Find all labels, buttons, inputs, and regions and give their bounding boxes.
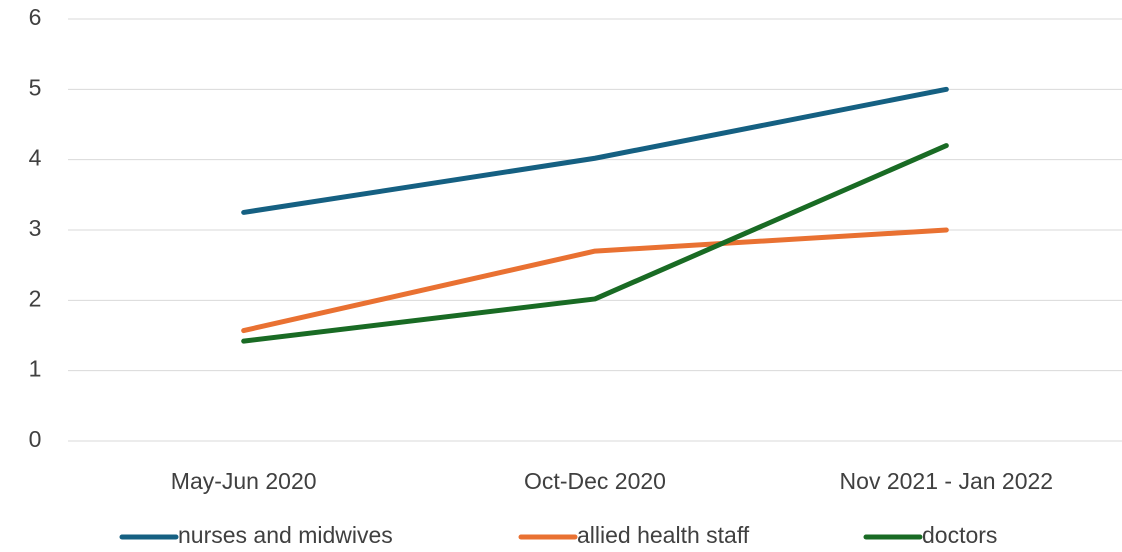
y-tick-label: 1 [29,356,42,382]
y-tick-label: 2 [29,285,42,311]
x-tick-label: Oct-Dec 2020 [524,468,666,494]
x-tick-label: Nov 2021 - Jan 2022 [840,468,1054,494]
series-line [241,143,949,344]
y-tick-label: 6 [29,4,42,30]
legend-label: nurses and midwives [178,522,393,548]
y-tick-label: 4 [29,145,42,171]
series-line [241,227,949,334]
legend-label: doctors [922,522,997,548]
x-tick-label: May-Jun 2020 [171,468,317,494]
y-tick-label: 5 [29,74,42,100]
legend-label: allied health staff [577,522,750,548]
series-line [241,86,949,215]
y-tick-label: 0 [29,426,42,452]
y-tick-label: 3 [29,215,42,241]
